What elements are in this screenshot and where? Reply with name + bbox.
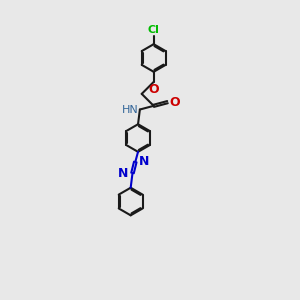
Text: HN: HN — [122, 104, 138, 115]
Text: O: O — [149, 83, 159, 96]
Text: O: O — [170, 96, 180, 109]
Text: Cl: Cl — [148, 25, 160, 35]
Text: N: N — [118, 167, 128, 180]
Text: N: N — [139, 154, 150, 167]
